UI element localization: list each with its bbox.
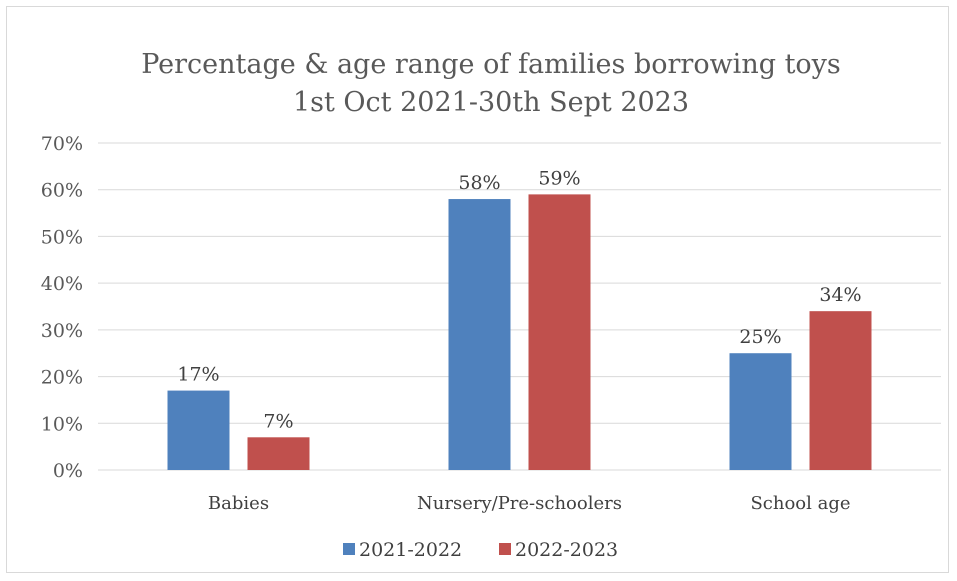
y-tick-label: 60% bbox=[41, 180, 83, 202]
chart-title: Percentage & age range of families borro… bbox=[141, 49, 841, 80]
data-label: 25% bbox=[739, 326, 781, 348]
legend-swatch bbox=[499, 543, 511, 555]
legend: 2021-2022 2022-2023 bbox=[343, 539, 618, 561]
chart-subtitle: 1st Oct 2021-30th Sept 2023 bbox=[293, 87, 689, 118]
bar-2022-2023-Nursery/Pre-schoolers bbox=[528, 194, 591, 470]
bar-2021-2022-Babies bbox=[167, 390, 230, 470]
bar-2021-2022-Nursery/Pre-schoolers bbox=[448, 199, 511, 471]
bar-2022-2023-School age bbox=[809, 311, 872, 470]
y-tick-label: 0% bbox=[53, 460, 83, 482]
y-tick-label: 40% bbox=[41, 273, 83, 295]
y-tick-label: 70% bbox=[41, 133, 83, 155]
category-label: Babies bbox=[208, 493, 269, 514]
bars bbox=[167, 194, 872, 471]
legend-label: 2021-2022 bbox=[359, 539, 462, 561]
y-tick-label: 20% bbox=[41, 367, 83, 389]
data-label: 59% bbox=[538, 167, 580, 189]
chart-area: Percentage & age range of families borro… bbox=[6, 6, 949, 573]
gridlines bbox=[98, 142, 941, 471]
data-labels: 17% 7% 58% 59% 25% 34% bbox=[177, 167, 861, 432]
data-label: 17% bbox=[177, 364, 219, 386]
legend-label: 2022-2023 bbox=[515, 539, 618, 561]
data-label: 7% bbox=[263, 410, 293, 432]
bar-2021-2022-School age bbox=[729, 353, 792, 470]
y-axis: 0% 10% 20% 30% 40% 50% 60% 70% bbox=[41, 133, 83, 482]
y-tick-label: 50% bbox=[41, 226, 83, 248]
bar-chart: Percentage & age range of families borro… bbox=[41, 49, 941, 561]
data-label: 34% bbox=[819, 284, 861, 306]
data-label: 58% bbox=[458, 172, 500, 194]
category-label: School age bbox=[750, 493, 850, 514]
y-tick-label: 30% bbox=[41, 320, 83, 342]
bar-2022-2023-Babies bbox=[247, 437, 310, 470]
x-axis: Babies Nursery/Pre-schoolers School age bbox=[208, 493, 851, 514]
category-label: Nursery/Pre-schoolers bbox=[417, 493, 622, 514]
legend-swatch bbox=[343, 543, 355, 555]
y-tick-label: 10% bbox=[41, 413, 83, 435]
